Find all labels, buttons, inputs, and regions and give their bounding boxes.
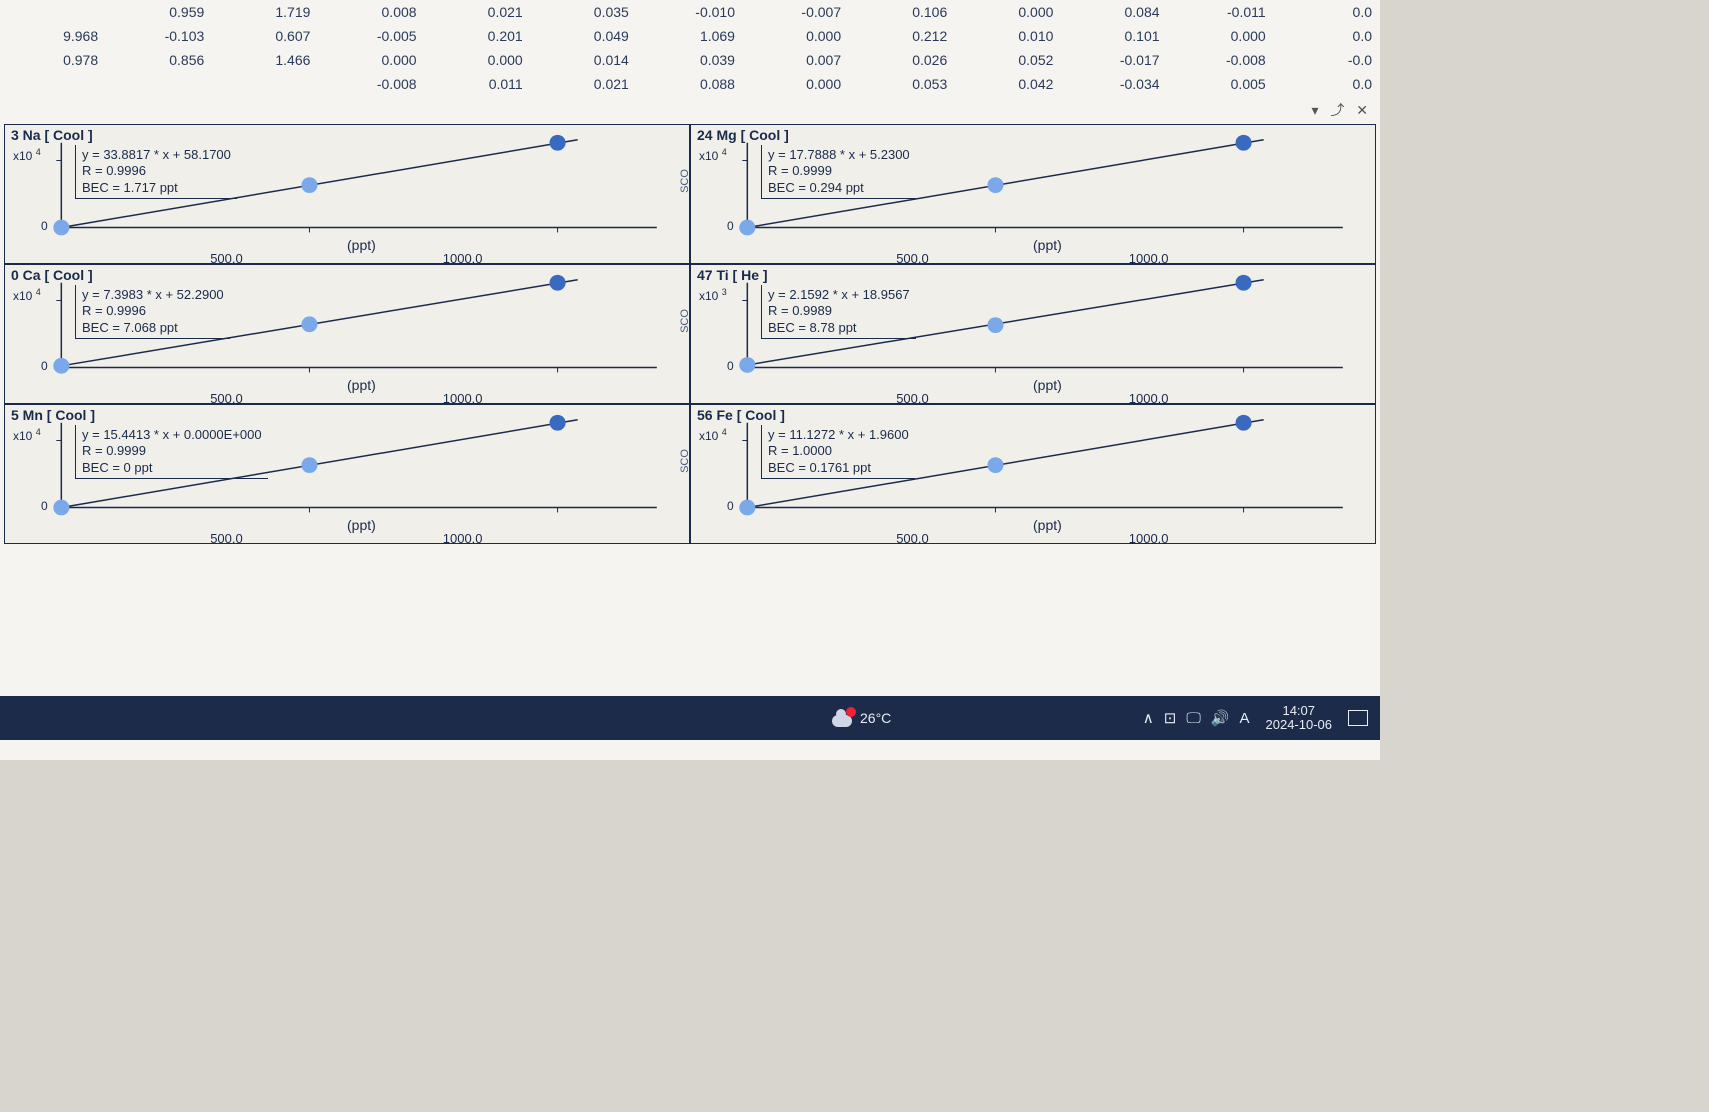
table-cell: 0.010 [955, 24, 1061, 48]
table-cell: 0.021 [531, 72, 637, 96]
tray-network-icon[interactable]: ⊡ [1164, 709, 1177, 727]
table-cell: -0.017 [1061, 48, 1167, 72]
x-axis-unit: (ppt) [347, 237, 376, 253]
table-cell: 0.106 [849, 0, 955, 24]
table-cell: 0.000 [955, 0, 1061, 24]
x-tick-label: 1000.0 [1129, 531, 1169, 546]
table-row: 0.9591.7190.0080.0210.035-0.010-0.0070.1… [0, 0, 1380, 24]
tray-display-icon[interactable]: 🖵 [1186, 710, 1200, 727]
table-cell: 0.000 [743, 72, 849, 96]
windows-taskbar[interactable]: 26°C ∧ ⊡ 🖵 🔊 A 14:07 2024-10-06 [0, 696, 1380, 740]
table-cell: 0.084 [1061, 0, 1167, 24]
table-cell: 0.052 [955, 48, 1061, 72]
table-cell: 0.049 [531, 24, 637, 48]
table-cell: 0.101 [1061, 24, 1167, 48]
table-cell: -0.007 [743, 0, 849, 24]
table-cell: 0.011 [425, 72, 531, 96]
tray-ime-icon[interactable]: A [1239, 710, 1249, 727]
taskbar-clock[interactable]: 14:07 2024-10-06 [1266, 704, 1333, 733]
system-tray[interactable]: ∧ ⊡ 🖵 🔊 A [1143, 709, 1250, 727]
chart-side-label: SCO [679, 309, 691, 333]
table-cell: -0.005 [318, 24, 424, 48]
weather-temp: 26°C [860, 710, 891, 726]
x-axis-unit: (ppt) [1033, 377, 1062, 393]
table-cell: 0.607 [212, 24, 318, 48]
table-cell: 0.959 [106, 0, 212, 24]
table-cell: 0.005 [1168, 72, 1274, 96]
table-cell [212, 72, 318, 96]
results-table: 0.9591.7190.0080.0210.035-0.010-0.0070.1… [0, 0, 1380, 96]
x-tick-label: 500.0 [896, 531, 929, 546]
table-cell: 0.039 [637, 48, 743, 72]
table-cell: -0.010 [637, 0, 743, 24]
table-row: 0.9780.8561.4660.0000.0000.0140.0390.007… [0, 48, 1380, 72]
x-axis-unit: (ppt) [1033, 237, 1062, 253]
x-axis-unit: (ppt) [347, 517, 376, 533]
table-cell: 0.000 [318, 48, 424, 72]
table-cell: 0.000 [1168, 24, 1274, 48]
table-row: 9.968-0.1030.607-0.0050.2010.0491.0690.0… [0, 24, 1380, 48]
calibration-chart[interactable]: 5 Mn [ Cool ]x10 40y = 15.4413 * x + 0.0… [4, 404, 690, 544]
table-cell: 0.000 [425, 48, 531, 72]
calibration-chart[interactable]: 3 Na [ Cool ]x10 40y = 33.8817 * x + 58.… [4, 124, 690, 264]
table-cell: -0.008 [318, 72, 424, 96]
table-cell: -0.011 [1168, 0, 1274, 24]
table-cell: 0.008 [318, 0, 424, 24]
table-cell: 0.0 [1274, 72, 1380, 96]
table-cell: -0.103 [106, 24, 212, 48]
tray-chevron-up-icon[interactable]: ∧ [1143, 709, 1154, 727]
table-cell: 1.719 [212, 0, 318, 24]
table-cell: 0.212 [849, 24, 955, 48]
weather-icon [832, 709, 854, 727]
table-cell: 0.007 [743, 48, 849, 72]
table-cell: 0.000 [743, 24, 849, 48]
calibration-chart[interactable]: 47 Ti [ He ]SCOx10 30y = 2.1592 * x + 18… [690, 264, 1376, 404]
clock-time: 14:07 [1266, 704, 1333, 718]
table-cell: 0.026 [849, 48, 955, 72]
chart-side-label: SCO [679, 169, 691, 193]
table-cell: 0.014 [531, 48, 637, 72]
table-cell: 0.021 [425, 0, 531, 24]
panel-controls[interactable]: ▾ ⤴ ✕ [0, 96, 1380, 124]
table-cell: 1.466 [212, 48, 318, 72]
action-center-icon[interactable] [1348, 710, 1368, 726]
x-tick-label: 500.0 [210, 531, 243, 546]
weather-widget[interactable]: 26°C [832, 709, 891, 727]
table-cell: 0.042 [955, 72, 1061, 96]
x-axis-unit: (ppt) [347, 377, 376, 393]
table-row: -0.0080.0110.0210.0880.0000.0530.042-0.0… [0, 72, 1380, 96]
table-cell: 0.053 [849, 72, 955, 96]
table-cell: -0.008 [1168, 48, 1274, 72]
table-cell: 0.0 [1274, 24, 1380, 48]
table-cell: 0.201 [425, 24, 531, 48]
clock-date: 2024-10-06 [1266, 718, 1333, 732]
x-tick-label: 1000.0 [443, 531, 483, 546]
table-cell: 1.069 [637, 24, 743, 48]
table-cell [106, 72, 212, 96]
calibration-chart[interactable]: 56 Fe [ Cool ]SCOx10 40y = 11.1272 * x +… [690, 404, 1376, 544]
tray-volume-icon[interactable]: 🔊 [1211, 709, 1230, 727]
table-cell [0, 72, 106, 96]
x-axis-unit: (ppt) [1033, 517, 1062, 533]
calibration-chart[interactable]: 0 Ca [ Cool ]x10 40y = 7.3983 * x + 52.2… [4, 264, 690, 404]
chart-side-label: SCO [679, 449, 691, 473]
app-window: 0.9591.7190.0080.0210.035-0.010-0.0070.1… [0, 0, 1380, 760]
calibration-chart-grid: 3 Na [ Cool ]x10 40y = 33.8817 * x + 58.… [0, 124, 1380, 544]
table-cell: 0.0 [1274, 0, 1380, 24]
table-cell: -0.034 [1061, 72, 1167, 96]
table-cell: 0.088 [637, 72, 743, 96]
table-cell: -0.0 [1274, 48, 1380, 72]
table-cell: 0.978 [0, 48, 106, 72]
table-cell: 0.856 [106, 48, 212, 72]
table-cell [0, 0, 106, 24]
calibration-chart[interactable]: 24 Mg [ Cool ]SCOx10 40y = 17.7888 * x +… [690, 124, 1376, 264]
table-cell: 0.035 [531, 0, 637, 24]
table-cell: 9.968 [0, 24, 106, 48]
